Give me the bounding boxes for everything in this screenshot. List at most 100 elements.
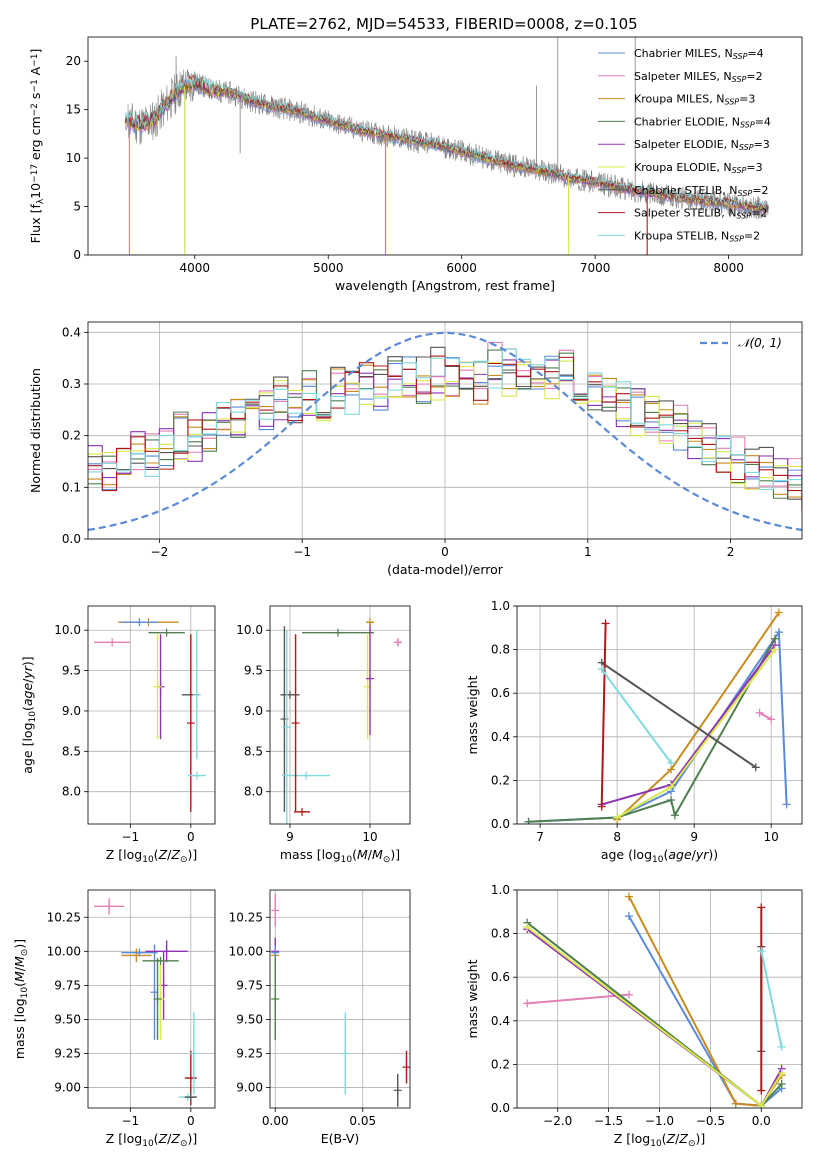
x-tick-label: −1.5 bbox=[594, 1114, 623, 1128]
panel-residuals: −2 −1 0 1 2 0.0 0.1 0.2 0.3 0.4 (data-model)/error… bbox=[28, 321, 803, 577]
x-tick-label: −1.0 bbox=[645, 1114, 674, 1128]
series-point bbox=[757, 1101, 766, 1108]
y-axis-label: Flux [fλ10−17 erg cm−2 s−1 A−1] bbox=[28, 49, 46, 244]
panel-age-vs-mass: 9 10 8.0 8.5 9.0 9.5 10.0 mass [log10(M/M⊙)] bbox=[236, 605, 411, 865]
histogram-kroupa-miles bbox=[88, 361, 802, 498]
errorbar-salpeter-elodie bbox=[145, 940, 188, 963]
errorbar-chabrier-elodie bbox=[142, 956, 179, 965]
grid-lines bbox=[270, 606, 410, 824]
y-tick-label: 0 bbox=[73, 248, 81, 262]
x-tick-label: −1 bbox=[121, 1114, 139, 1128]
series-line bbox=[528, 638, 776, 823]
series-point bbox=[613, 813, 622, 822]
y-tick-label: 0.8 bbox=[491, 927, 510, 941]
y-axis-label: Normed distribution bbox=[28, 368, 43, 493]
x-tick-label: −1 bbox=[121, 830, 139, 844]
errorbar-kroupa-stelib bbox=[189, 1012, 198, 1095]
series-point bbox=[524, 817, 533, 824]
x-tick-label: −2.0 bbox=[543, 1114, 572, 1128]
legend-label: Salpeter STELIB, NSSP=2 bbox=[634, 207, 767, 221]
errorbar-chabrier-elodie bbox=[148, 628, 185, 637]
y-tick-label: 9.0 bbox=[244, 704, 263, 718]
series-salpeter-elodie bbox=[597, 641, 780, 809]
y-tick-label: 8.5 bbox=[62, 744, 81, 758]
series-point bbox=[774, 628, 783, 637]
x-tick-label: 10 bbox=[362, 830, 377, 844]
axes: 4000 5000 6000 7000 8000 0 5 10 15 20 bbox=[66, 36, 803, 275]
axes-frame bbox=[516, 605, 803, 825]
y-tick-label: 9.75 bbox=[236, 978, 263, 992]
series-salpeter-stelib bbox=[757, 903, 766, 1095]
series-point bbox=[601, 619, 610, 628]
y-tick-label: 9.50 bbox=[236, 1012, 263, 1026]
y-tick-label: 9.00 bbox=[236, 1081, 263, 1095]
errorbar-chabrier-stelib bbox=[393, 1073, 402, 1107]
series-line bbox=[600, 668, 672, 764]
x-tick-label: 0.0 bbox=[752, 1114, 771, 1128]
errorbar-kroupa-stelib bbox=[187, 771, 206, 780]
legend-label: Kroupa ELODIE, NSSP=3 bbox=[634, 161, 763, 175]
y-tick-label: 8.0 bbox=[62, 785, 81, 799]
y-tick-label: 0.2 bbox=[491, 773, 510, 787]
errorbar-salpeter-stelib bbox=[294, 807, 310, 816]
x-axis-label: Z [log10(Z/Z⊙)] bbox=[106, 847, 198, 865]
series-kroupa-elodie bbox=[613, 645, 780, 822]
y-tick-label: 0.8 bbox=[491, 643, 510, 657]
legend-label: Chabrier STELIB, NSSP=2 bbox=[634, 184, 768, 198]
series-point bbox=[767, 715, 776, 724]
axes: −2.0 −1.5 −1.0 −0.5 0.0 0.0 0.2 0.4 0.6 0.8 1.0 bbox=[491, 883, 803, 1128]
axes: −2 −1 0 1 2 0.0 0.1 0.2 0.3 0.4 bbox=[62, 321, 803, 559]
y-tick-label: 10.25 bbox=[47, 910, 81, 924]
errorbar-chabrier-elodie bbox=[271, 958, 280, 1040]
x-tick-label: 8000 bbox=[713, 261, 744, 275]
series-kroupa-stelib bbox=[597, 665, 676, 767]
series-point bbox=[774, 608, 783, 617]
series-point bbox=[624, 892, 633, 901]
legend: 𝒩(0, 1) bbox=[700, 336, 782, 350]
panel-spectrum: 4000 5000 6000 7000 8000 0 5 10 15 20 wavelength [… bbox=[28, 36, 803, 293]
axes: 7 8 9 10 0.0 0.2 0.4 0.6 0.8 1.0 bbox=[491, 599, 803, 844]
errorbar-chabrier-miles bbox=[271, 945, 280, 960]
legend-entry: Kroupa MILES, NSSP=3 bbox=[598, 93, 755, 107]
x-tick-label: 0.05 bbox=[349, 1114, 376, 1128]
legend-entry: Chabrier STELIB, NSSP=2 bbox=[598, 184, 768, 198]
series-kroupa-stelib bbox=[757, 947, 786, 1051]
legend-label: Chabrier MILES, NSSP=4 bbox=[634, 47, 764, 61]
series-point bbox=[757, 947, 766, 956]
series-point bbox=[757, 903, 766, 912]
y-tick-label: 10 bbox=[66, 151, 81, 165]
histogram-kroupa-elodie bbox=[88, 360, 802, 496]
x-tick-label: 7000 bbox=[580, 261, 611, 275]
series-point bbox=[667, 758, 676, 767]
x-axis-label: E(B-V) bbox=[321, 1131, 360, 1146]
series-line bbox=[526, 921, 783, 1108]
axes-frame bbox=[87, 36, 803, 256]
x-tick-label: 5000 bbox=[313, 261, 344, 275]
errorbar-salpeter-miles bbox=[271, 894, 280, 927]
series-point bbox=[624, 990, 633, 999]
errorbar-chabrier-stelib bbox=[280, 690, 300, 699]
series-chabrier-stelib bbox=[597, 658, 760, 772]
x-tick-label: 8 bbox=[613, 830, 621, 844]
series-point bbox=[782, 800, 791, 809]
y-tick-label: 0.4 bbox=[62, 325, 81, 339]
errorbar-salpeter-miles bbox=[94, 898, 125, 915]
model-spectrum-kroupa-stelib bbox=[125, 75, 769, 209]
legend-entry: Salpeter ELODIE, NSSP=3 bbox=[598, 138, 770, 153]
series-salpeter-stelib bbox=[597, 619, 610, 811]
x-tick-label: 0 bbox=[441, 545, 449, 559]
legend-label: Salpeter MILES, NSSP=2 bbox=[634, 70, 763, 84]
axes-frame bbox=[269, 605, 411, 825]
errorbar-chabrier-miles bbox=[121, 948, 158, 957]
y-tick-label: 10.0 bbox=[236, 623, 263, 637]
grid-lines bbox=[517, 889, 802, 1109]
series-kroupa-miles bbox=[613, 608, 783, 824]
y-axis-label: mass weight bbox=[465, 675, 480, 754]
errorbar-salpeter-elodie bbox=[366, 622, 374, 736]
series-line bbox=[628, 915, 783, 1107]
x-tick-label: 7 bbox=[536, 830, 544, 844]
axes: −1 0 9.00 9.25 9.50 9.75 10.00 10.25 bbox=[47, 889, 216, 1128]
plot-area bbox=[523, 892, 786, 1108]
y-tick-label: 0.0 bbox=[62, 532, 81, 546]
x-axis-label: age (log10(age/yr)) bbox=[601, 847, 718, 865]
